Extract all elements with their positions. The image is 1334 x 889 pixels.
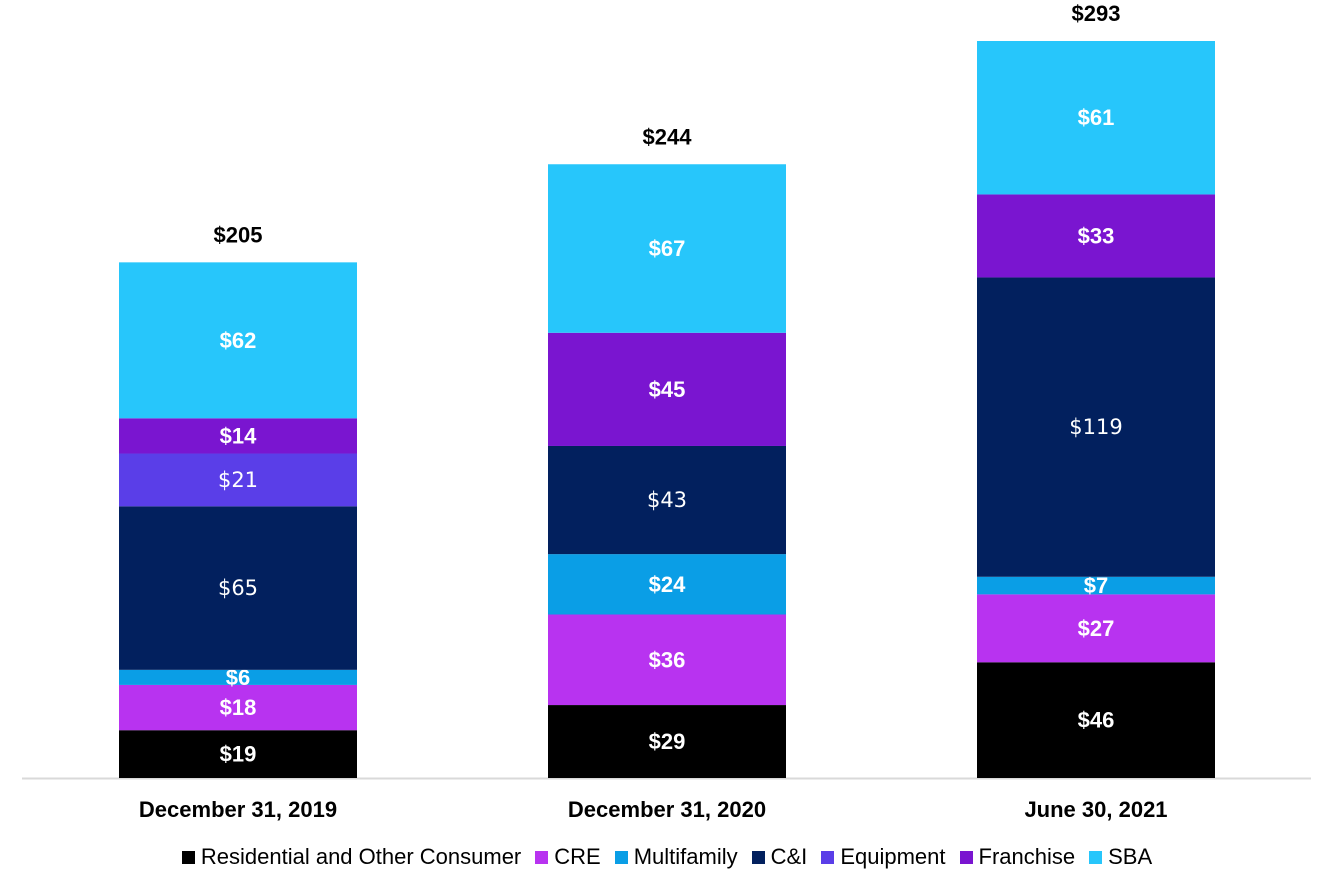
legend: Residential and Other Consumer CRE Multifa…	[0, 842, 1334, 872]
segment-value-label: $119	[1069, 415, 1122, 439]
legend-swatch	[821, 850, 835, 864]
segment-value-label: $61	[1078, 105, 1115, 130]
legend-label: SBA	[1108, 844, 1153, 869]
segment-value-label: $24	[649, 572, 686, 597]
segment-value-label: $14	[220, 423, 257, 448]
segment-value-label: $18	[220, 695, 257, 720]
legend-label: CRE	[554, 844, 601, 869]
legend-label: Franchise	[978, 844, 1076, 869]
segment-value-label: $29	[649, 729, 686, 754]
legend-swatch	[959, 850, 973, 864]
bar-segment	[119, 684, 357, 731]
legend-item: Equipment	[821, 844, 946, 870]
segment-value-label: $36	[649, 647, 686, 672]
bar-segment	[548, 445, 786, 555]
category-tick-label: December 31, 2020	[568, 797, 766, 822]
segment-value-label: $62	[220, 328, 257, 353]
bar-segment	[119, 669, 357, 685]
segment-value-label: $33	[1078, 223, 1115, 248]
segment-value-label: $21	[218, 468, 258, 492]
bar-segment	[119, 418, 357, 454]
legend-label: Residential and Other Consumer	[200, 844, 522, 869]
segment-value-label: $67	[649, 236, 686, 261]
segment-value-label: $46	[1078, 708, 1115, 733]
bar-segment	[119, 453, 357, 507]
legend-swatch	[181, 850, 195, 864]
segment-value-label: $7	[1084, 573, 1108, 598]
bar-total-label: $205	[214, 222, 263, 247]
bar-segment	[548, 614, 786, 706]
legend-item: CRE	[535, 844, 601, 870]
segment-value-label: $65	[218, 576, 258, 600]
legend-label: Equipment	[840, 844, 946, 869]
bar-total-label: $244	[643, 124, 693, 149]
legend-item: Franchise	[959, 844, 1076, 870]
bar-segment	[548, 554, 786, 615]
bar-segment	[119, 730, 357, 778]
category-tick-label: June 30, 2021	[1024, 797, 1167, 822]
bar-segment	[977, 277, 1215, 577]
bar-segment	[977, 194, 1215, 278]
legend-swatch	[614, 850, 628, 864]
legend-swatch	[1089, 850, 1103, 864]
bar-segment	[977, 594, 1215, 663]
legend-swatch	[751, 850, 765, 864]
legend-label: Multifamily	[633, 844, 738, 869]
segment-value-label: $43	[647, 488, 687, 512]
legend-item: C&I	[751, 844, 808, 870]
segment-value-label: $27	[1078, 616, 1115, 641]
bar-total-label: $293	[1072, 1, 1121, 26]
legend-item: Multifamily	[614, 844, 738, 870]
bar-segment	[977, 576, 1215, 595]
bar-segment	[548, 164, 786, 333]
bar-segment	[977, 41, 1215, 195]
category-tick-label: December 31, 2019	[139, 797, 337, 822]
bar-segment	[548, 705, 786, 778]
legend-label: C&I	[770, 844, 808, 869]
legend-item: Residential and Other Consumer	[181, 844, 522, 870]
legend-swatch	[535, 850, 549, 864]
bar-segment	[977, 662, 1215, 778]
legend-item: SBA	[1089, 844, 1152, 870]
bar-segment	[119, 506, 357, 670]
bar-segment	[548, 332, 786, 446]
segment-value-label: $45	[649, 377, 686, 402]
bar-segment	[119, 262, 357, 419]
segment-value-label: $19	[220, 742, 257, 767]
